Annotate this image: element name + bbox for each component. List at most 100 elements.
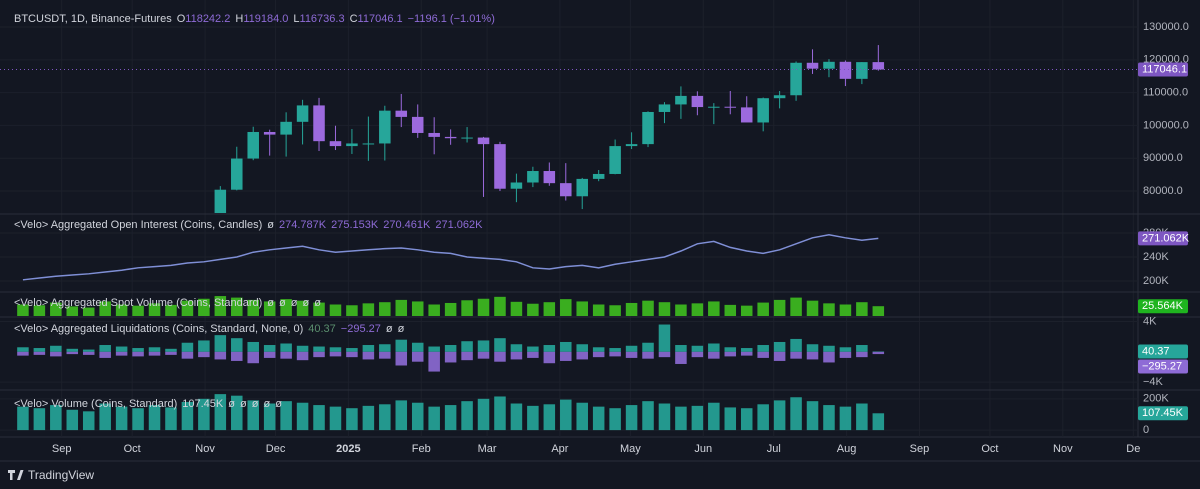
bar <box>444 345 457 352</box>
bar <box>82 307 95 316</box>
bar <box>773 400 786 431</box>
bar <box>379 302 391 316</box>
panel <box>0 320 1138 383</box>
bar <box>461 341 473 352</box>
bar <box>740 408 753 431</box>
bar <box>296 345 309 352</box>
bar <box>856 351 868 358</box>
bar <box>50 302 62 316</box>
bar <box>658 302 671 316</box>
bar <box>231 297 243 316</box>
y-tick-label: 200K <box>1143 275 1169 287</box>
bar <box>379 351 391 359</box>
bar <box>247 341 259 352</box>
bar <box>527 351 539 358</box>
bar <box>214 394 227 431</box>
candle-body <box>461 137 473 139</box>
bar <box>757 404 769 431</box>
legend-value: ø <box>267 297 275 309</box>
bar <box>757 302 769 316</box>
legend-value: 270.461K <box>383 219 431 231</box>
bar <box>691 345 704 352</box>
bar <box>379 344 391 352</box>
bar <box>527 346 539 352</box>
bar <box>329 351 342 357</box>
bar <box>806 401 819 431</box>
bar <box>477 398 490 431</box>
bar <box>132 348 144 352</box>
x-tick-label: Nov <box>195 443 215 455</box>
bar <box>66 409 79 431</box>
legend-value: 275.153K <box>331 219 379 231</box>
bar <box>675 351 687 364</box>
bar <box>17 347 29 352</box>
bar <box>66 351 79 355</box>
price-label-box <box>1138 231 1188 246</box>
bar <box>477 351 490 359</box>
candle-body <box>280 121 292 135</box>
bar <box>773 341 786 352</box>
candle-body <box>379 110 391 144</box>
candle-body <box>856 62 868 79</box>
candle-body <box>642 111 654 145</box>
candle-body <box>527 171 539 183</box>
bar <box>165 304 177 316</box>
bar <box>165 351 177 355</box>
bar <box>17 351 29 356</box>
x-tick-label: Jun <box>694 443 712 455</box>
bar <box>675 345 687 352</box>
bar <box>708 351 720 359</box>
bar <box>280 299 292 316</box>
bar <box>263 403 276 431</box>
bar <box>362 345 375 352</box>
bar <box>329 304 342 316</box>
bar <box>740 305 753 316</box>
bar <box>576 301 588 316</box>
bar <box>477 340 490 352</box>
bar <box>346 305 358 316</box>
bar <box>395 351 408 366</box>
bar <box>592 351 605 358</box>
bar <box>231 351 243 361</box>
bar <box>560 399 572 431</box>
bar <box>411 402 424 431</box>
y-tick-label: 90000.0 <box>1143 152 1183 164</box>
candle-body <box>411 116 424 133</box>
bar <box>823 405 835 431</box>
bar <box>296 300 309 316</box>
bar <box>66 306 79 316</box>
bar <box>642 300 654 316</box>
bar <box>82 411 95 431</box>
bar <box>148 405 161 431</box>
bar <box>757 345 769 352</box>
candle-body <box>510 182 523 189</box>
bar <box>165 407 177 431</box>
bar <box>214 335 227 352</box>
ohlc-value: 119184.0 <box>243 13 289 25</box>
bar <box>362 405 375 431</box>
candle-body <box>395 110 408 117</box>
bar <box>198 398 210 431</box>
bar <box>346 348 358 352</box>
candle-body <box>494 144 506 189</box>
bar <box>527 405 539 431</box>
bar <box>66 348 79 352</box>
bar <box>395 400 408 431</box>
bar <box>329 347 342 352</box>
x-tick-label: De <box>1126 443 1140 455</box>
x-tick-label: Dec <box>266 443 286 455</box>
x-tick-label: Oct <box>124 443 141 455</box>
bar <box>428 351 440 372</box>
logo <box>8 470 24 480</box>
candle-body <box>773 95 786 99</box>
bar <box>724 351 737 357</box>
change: −1196.1 (−1.01%) <box>407 13 495 25</box>
legend-value: 271.062K <box>435 219 483 231</box>
candle-body <box>576 178 588 197</box>
bar <box>625 345 638 352</box>
x-tick-label: Apr <box>551 443 568 455</box>
y-tick-label: 0 <box>1143 424 1149 436</box>
bar <box>708 402 720 431</box>
bar <box>642 401 654 431</box>
